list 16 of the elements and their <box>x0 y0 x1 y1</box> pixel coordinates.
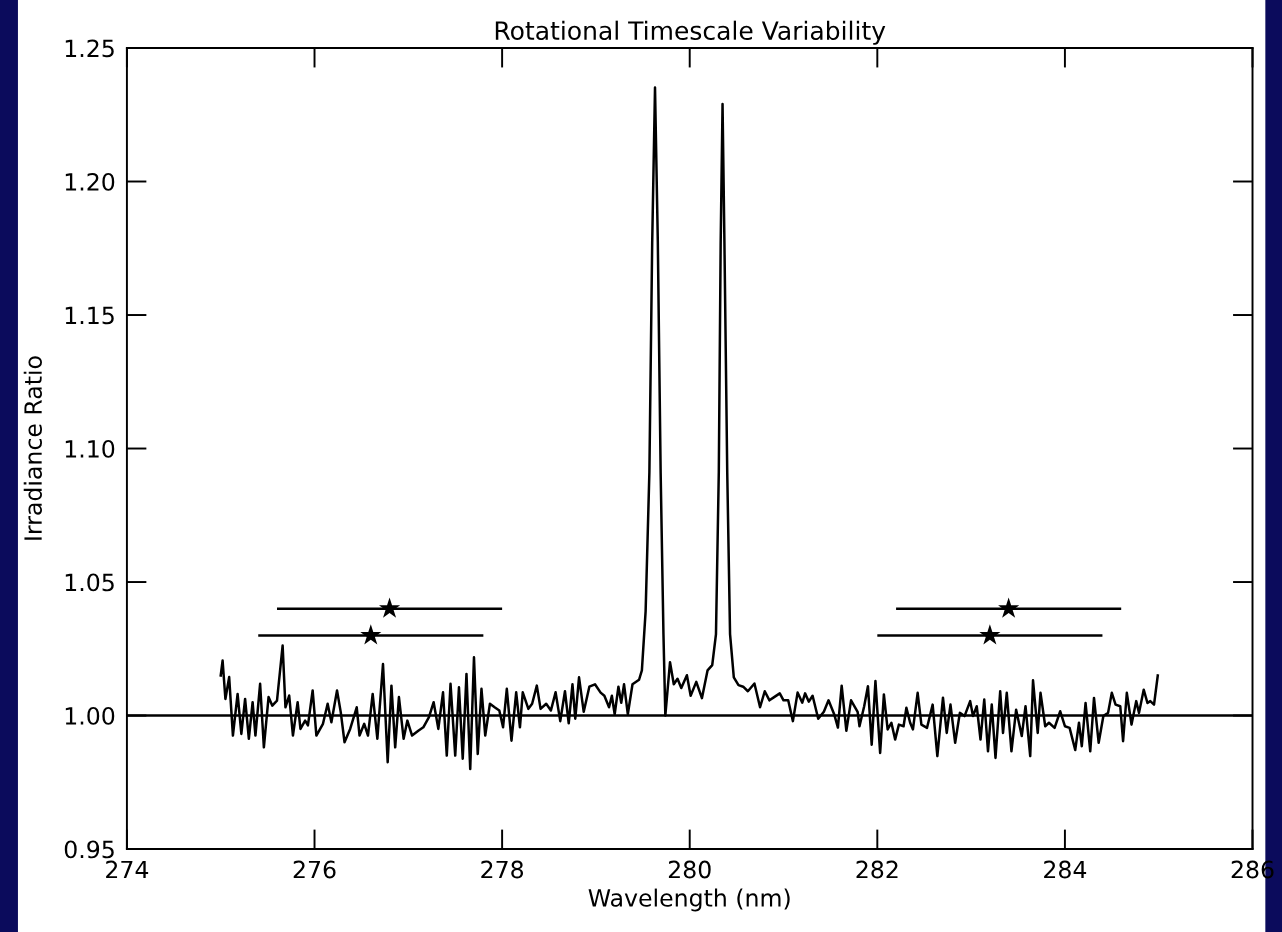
chart-title: Rotational Timescale Variability <box>495 20 886 45</box>
y-tick-label: 1.05 <box>65 573 114 592</box>
y-tick-label: 0.95 <box>64 840 114 859</box>
y-tick-label: 1.15 <box>65 306 114 325</box>
y-tick-label: 1.00 <box>65 706 115 725</box>
y-tick-label: 1.10 <box>65 439 115 458</box>
x-tick-label: 282 <box>856 860 898 879</box>
y-tick-label: 1.20 <box>65 172 115 191</box>
x-tick-label: 274 <box>106 860 149 879</box>
x-axis-title: Wavelength (nm) <box>588 888 790 912</box>
x-tick-label: 278 <box>481 860 524 879</box>
x-tick-label: 280 <box>668 860 711 879</box>
y-tick-label: 1.25 <box>65 39 114 58</box>
y-axis-title: Irradiance Ratio <box>23 356 42 540</box>
x-tick-label: 284 <box>1044 860 1087 879</box>
x-tick-label: 276 <box>293 860 336 879</box>
